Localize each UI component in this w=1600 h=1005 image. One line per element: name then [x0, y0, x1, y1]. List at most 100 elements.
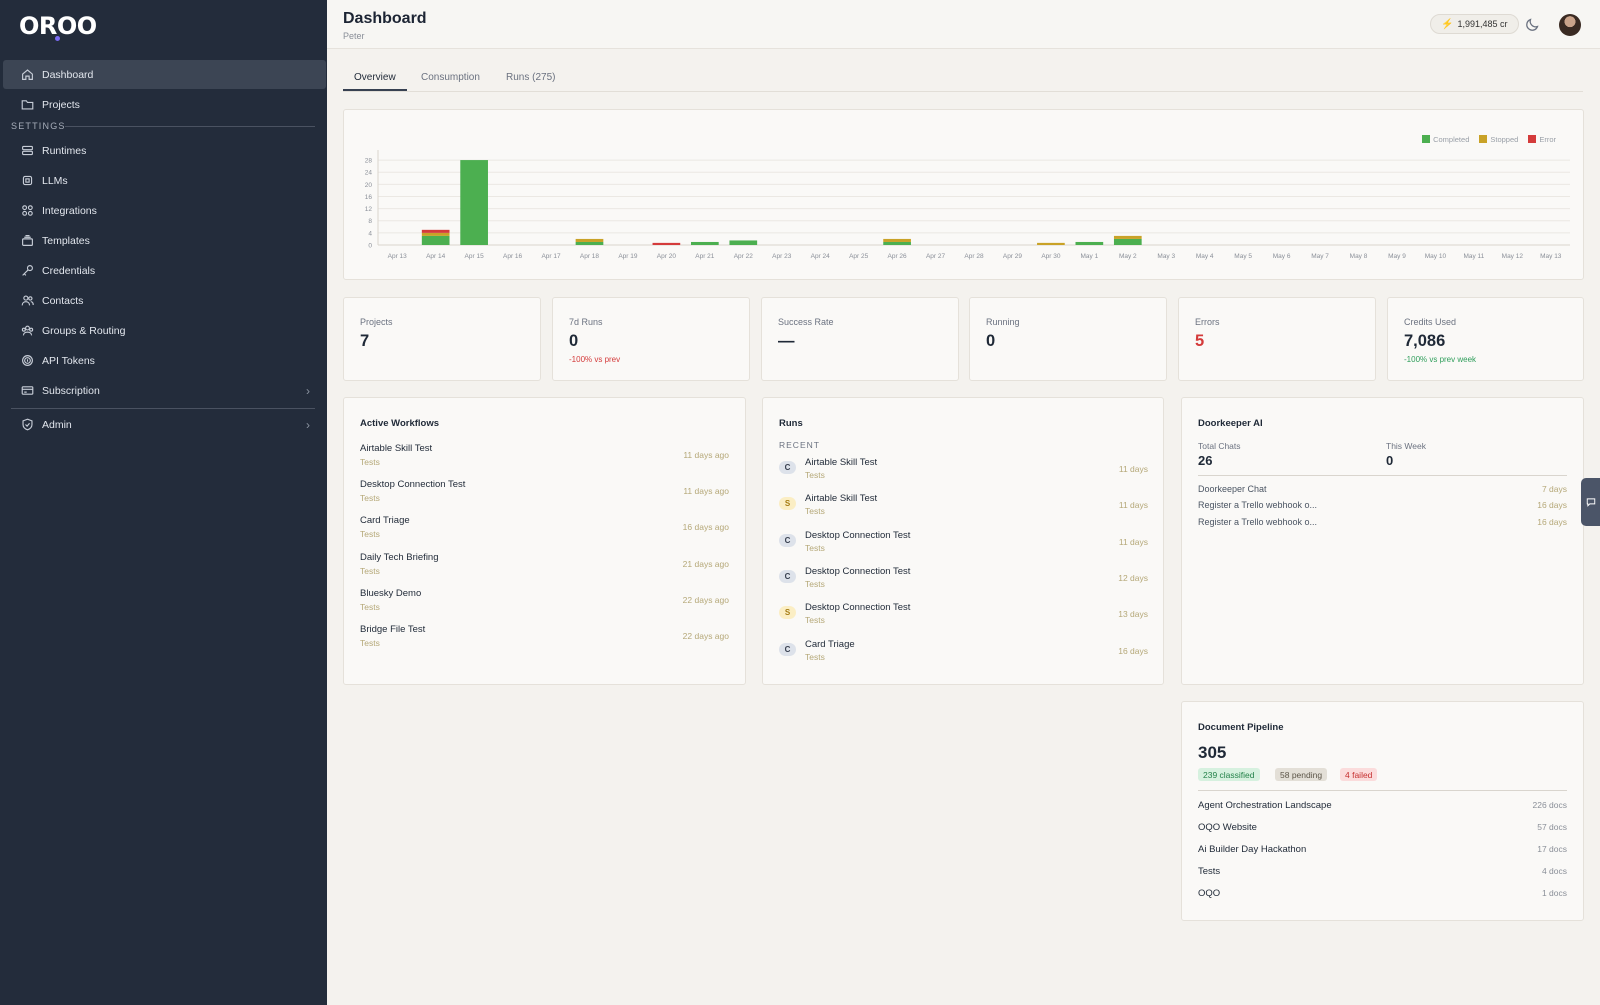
workflow-row[interactable]: Card Triage Tests 16 days ago: [360, 515, 729, 545]
run-name: Airtable Skill Test: [805, 457, 878, 468]
sidebar-item-label: Integrations: [42, 204, 97, 217]
run-tag: Tests: [805, 506, 825, 516]
sidebar-item-runtimes[interactable]: Runtimes: [3, 136, 326, 165]
total-chats-label: Total Chats: [1198, 441, 1241, 451]
chat-bubble-icon: [1586, 498, 1595, 507]
x-tick-label: May 13: [1540, 253, 1562, 260]
sidebar-item-credentials[interactable]: Credentials: [3, 256, 326, 285]
chat-drawer-toggle[interactable]: [1581, 478, 1600, 526]
workflow-tag: Tests: [360, 457, 380, 467]
stat-card-credits-used[interactable]: Credits Used 7,086 -100% vs prev week: [1387, 297, 1584, 381]
sidebar-item-projects[interactable]: Projects: [3, 90, 326, 119]
run-tag: Tests: [805, 543, 825, 553]
classified-badge: 239 classified: [1198, 768, 1260, 781]
x-tick-label: May 12: [1502, 253, 1524, 260]
tab-runs[interactable]: Runs (275): [506, 72, 556, 83]
x-tick-label: Apr 13: [388, 253, 408, 260]
stat-label: Running: [986, 317, 1020, 327]
this-week-value: 0: [1386, 453, 1394, 468]
sidebar-item-label: Contacts: [42, 294, 84, 307]
stat-card-errors[interactable]: Errors 5: [1178, 297, 1376, 381]
workflow-row[interactable]: Bluesky Demo Tests 22 days ago: [360, 588, 729, 618]
stat-card-7d-runs[interactable]: 7d Runs 0 -100% vs prev: [552, 297, 750, 381]
run-row[interactable]: C Airtable Skill Test Tests 11 days: [779, 457, 1148, 487]
sidebar-item-admin[interactable]: Admin ›: [3, 410, 326, 439]
x-tick-label: May 2: [1119, 253, 1137, 260]
y-tick-label: 4: [368, 230, 372, 237]
sidebar-item-label: Credentials: [42, 264, 96, 277]
stat-label: Success Rate: [778, 317, 834, 327]
sidebar-item-templates[interactable]: Templates: [3, 226, 326, 255]
x-tick-label: Apr 20: [657, 253, 677, 260]
page-subtitle: Peter: [343, 31, 365, 41]
run-row[interactable]: C Desktop Connection Test Tests 11 days: [779, 530, 1148, 560]
stat-value: 0: [569, 332, 579, 350]
app-logo[interactable]: OROO: [19, 12, 97, 40]
pipeline-total: 305: [1198, 743, 1227, 762]
chat-row[interactable]: Register a Trello webhook o... 16 days: [1198, 500, 1567, 514]
credits-badge[interactable]: ⚡ 1,991,485 cr: [1430, 14, 1519, 34]
stat-card-running[interactable]: Running 0: [969, 297, 1167, 381]
doc-row[interactable]: Agent Orchestration Landscape 226 docs: [1198, 800, 1567, 814]
workflow-tag: Tests: [360, 602, 380, 612]
key-icon: [20, 264, 34, 278]
legend-item: Stopped: [1479, 135, 1518, 144]
workflow-row[interactable]: Daily Tech Briefing Tests 21 days ago: [360, 552, 729, 582]
run-row[interactable]: S Desktop Connection Test Tests 13 days: [779, 602, 1148, 632]
sidebar-item-api-tokens[interactable]: API Tokens: [3, 346, 326, 375]
stat-value: —: [778, 332, 795, 350]
x-tick-label: Apr 27: [926, 253, 946, 260]
bar-segment-completed: [421, 235, 450, 245]
avatar[interactable]: [1559, 14, 1581, 36]
doc-row[interactable]: OQO 1 docs: [1198, 888, 1567, 902]
sidebar-item-integrations[interactable]: Integrations: [3, 196, 326, 225]
y-tick-label: 8: [368, 218, 372, 225]
workflow-row[interactable]: Bridge File Test Tests 22 days ago: [360, 624, 729, 654]
doc-row[interactable]: OQO Website 57 docs: [1198, 822, 1567, 836]
recent-label: RECENT: [779, 440, 820, 450]
doc-name: Ai Builder Day Hackathon: [1198, 844, 1307, 855]
doc-row[interactable]: Ai Builder Day Hackathon 17 docs: [1198, 844, 1567, 858]
bar-segment-completed: [460, 160, 488, 245]
workflow-time: 21 days ago: [682, 559, 729, 569]
sidebar-item-llms[interactable]: LLMs: [3, 166, 326, 195]
group-icon: [20, 324, 34, 338]
sidebar-item-contacts[interactable]: Contacts: [3, 286, 326, 315]
run-row[interactable]: S Airtable Skill Test Tests 11 days: [779, 493, 1148, 523]
chevron-right-icon: ›: [306, 417, 310, 432]
bar-segment-stopped: [1037, 242, 1065, 245]
doc-row[interactable]: Tests 4 docs: [1198, 866, 1567, 880]
sidebar-item-dashboard[interactable]: Dashboard: [3, 60, 326, 89]
sidebar-item-subscription[interactable]: Subscription ›: [3, 376, 326, 405]
x-tick-label: May 9: [1388, 253, 1406, 260]
stat-card-success-rate[interactable]: Success Rate —: [761, 297, 959, 381]
moon-icon[interactable]: [1525, 16, 1541, 32]
workflow-row[interactable]: Airtable Skill Test Tests 11 days ago: [360, 443, 729, 473]
run-name: Desktop Connection Test: [805, 566, 911, 577]
stat-card-projects[interactable]: Projects 7: [343, 297, 541, 381]
workflow-row[interactable]: Desktop Connection Test Tests 11 days ago: [360, 479, 729, 509]
panel-title: Active Workflows: [360, 418, 440, 429]
tab-consumption[interactable]: Consumption: [421, 72, 480, 83]
x-tick-label: May 1: [1081, 253, 1099, 260]
sidebar-item-groups-routing[interactable]: Groups & Routing: [3, 316, 326, 345]
chat-row[interactable]: Register a Trello webhook o... 16 days: [1198, 517, 1567, 531]
run-name: Desktop Connection Test: [805, 530, 911, 541]
x-tick-label: Apr 14: [426, 253, 446, 260]
run-tag: Tests: [805, 579, 825, 589]
run-row[interactable]: C Desktop Connection Test Tests 12 days: [779, 566, 1148, 596]
bar-segment-completed: [1113, 238, 1142, 245]
tab-overview[interactable]: Overview: [354, 72, 396, 83]
card-icon: [20, 384, 34, 398]
x-tick-label: Apr 28: [964, 253, 984, 260]
chip-icon: [20, 174, 34, 188]
workflow-time: 11 days ago: [683, 450, 729, 460]
workflow-time: 22 days ago: [682, 595, 729, 605]
doc-count: 4 docs: [1541, 866, 1567, 876]
chat-row[interactable]: Doorkeeper Chat 7 days: [1198, 484, 1567, 498]
bolt-icon: ⚡: [1441, 18, 1454, 30]
panel-title: Doorkeeper AI: [1198, 418, 1263, 429]
x-tick-label: Apr 15: [465, 253, 485, 260]
run-name: Card Triage: [805, 639, 855, 650]
run-row[interactable]: C Card Triage Tests 16 days: [779, 639, 1148, 669]
